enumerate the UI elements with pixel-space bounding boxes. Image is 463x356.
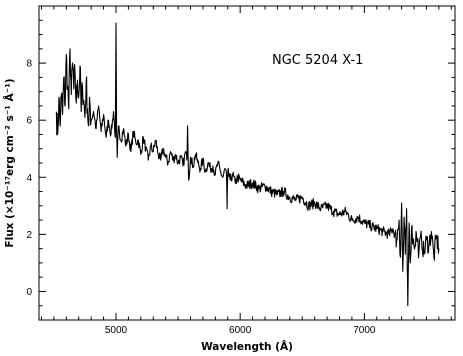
y-tick-label: 4	[26, 173, 32, 184]
x-tick-label: 5000	[105, 325, 128, 336]
y-tick-label: 6	[26, 116, 32, 127]
y-axis-tick-labels: 0 2 4 6 8	[26, 59, 32, 298]
object-annotation: NGC 5204 X-1	[272, 53, 363, 68]
y-tick-label: 2	[26, 230, 32, 241]
plot-frame	[38, 5, 456, 321]
y-tick-label: 0	[26, 287, 32, 298]
spectrum-line	[55, 22, 440, 307]
x-tick-label: 7000	[353, 325, 376, 336]
y-tick-label: 8	[26, 59, 32, 70]
x-axis-tick-labels: 5000 6000 7000	[105, 325, 376, 336]
y-axis-ticks	[39, 5, 455, 321]
x-axis-title: Wavelength (Å)	[201, 340, 293, 353]
x-tick-label: 6000	[229, 325, 252, 336]
x-axis-ticks	[40, 6, 452, 320]
y-axis-title: Flux (×10⁻¹⁷erg cm⁻² s⁻¹ Å⁻¹)	[3, 78, 16, 247]
